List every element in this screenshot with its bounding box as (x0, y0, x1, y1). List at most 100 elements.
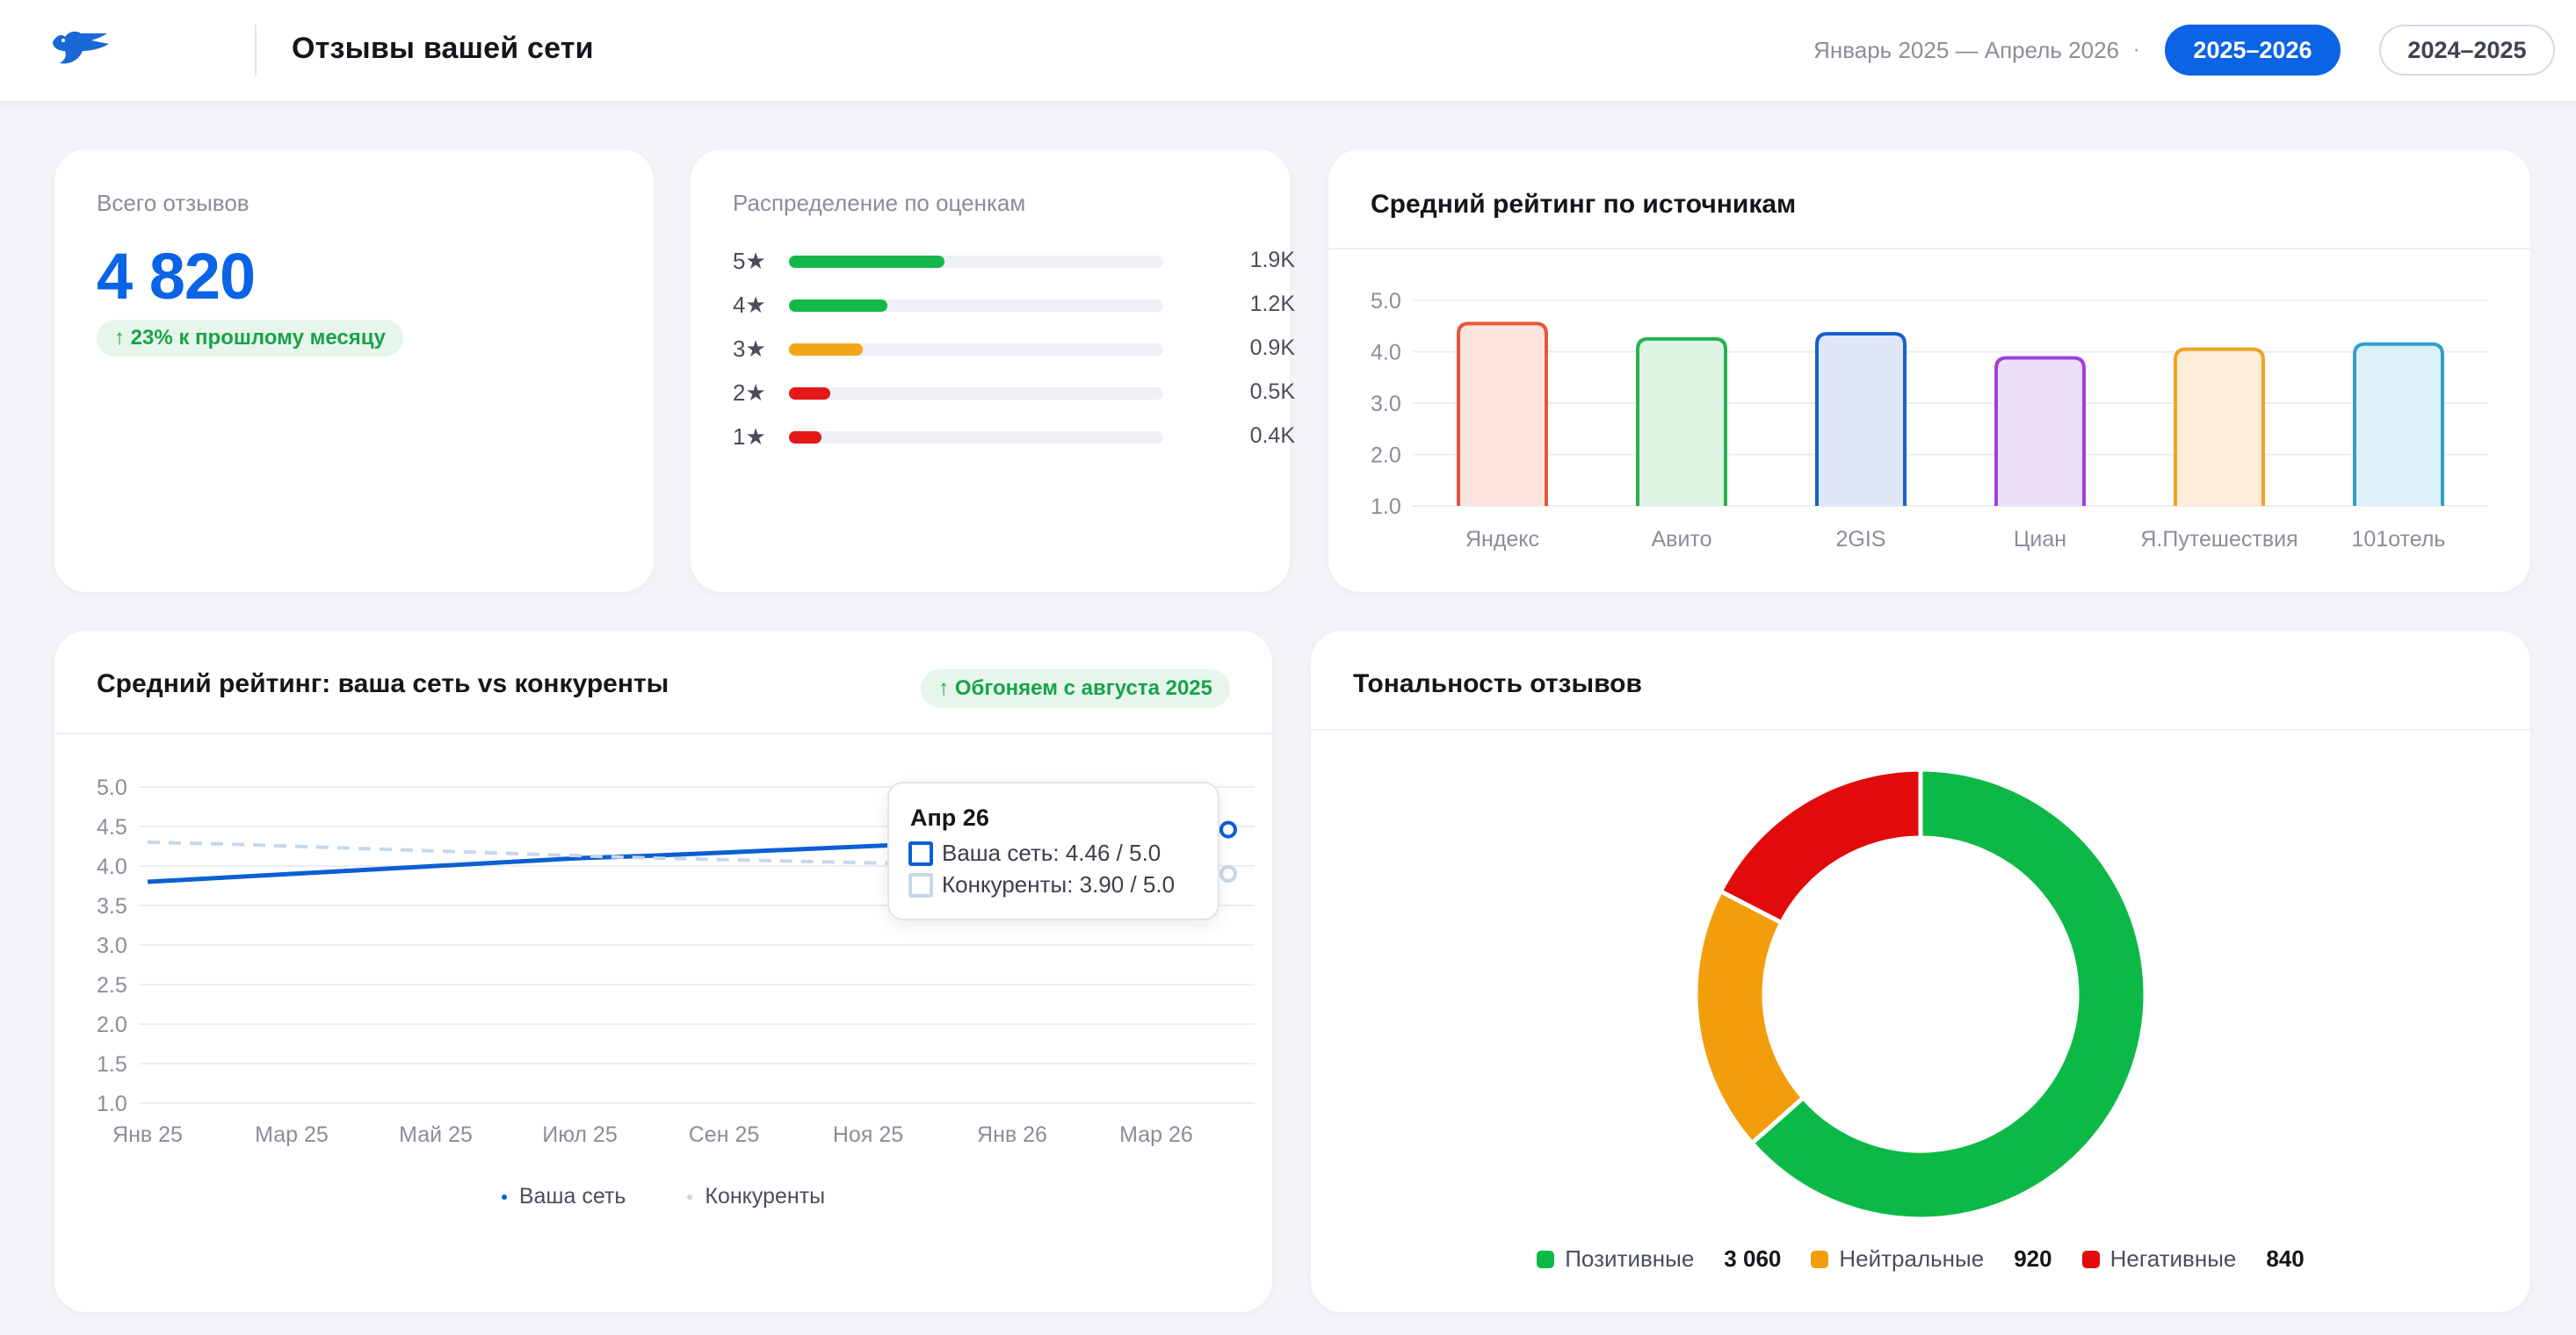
distribution-star-label: 2★ (733, 379, 766, 406)
legend-marker-network (501, 1194, 507, 1200)
competitors-series-point (1219, 865, 1237, 883)
legend-label-competitors: Конкуренты (705, 1184, 826, 1209)
distribution-bar-track (789, 343, 1163, 356)
tooltip-row-network: Ваша сеть: 4.46 / 5.0 (908, 840, 1161, 867)
bar (1994, 356, 2086, 506)
x-category-label: 2GIS (1836, 527, 1886, 552)
header-separator: · (2132, 35, 2140, 61)
legend-item-network[interactable]: Ваша сеть (501, 1184, 626, 1209)
distribution-count: 0.5K (1249, 379, 1295, 404)
legend-marker-competitors (687, 1194, 693, 1200)
distribution-bar-fill (789, 387, 830, 400)
distribution-bar-track (789, 387, 1163, 400)
donut-slice-positive (1748, 767, 2148, 1222)
y-tick-label: 1.5 (97, 1052, 127, 1077)
distribution-row: 5★ 1.9K (733, 248, 1295, 274)
distribution-bar-fill (789, 299, 887, 312)
bar (2353, 342, 2444, 506)
x-category-label: Я.Путешествия (2140, 527, 2297, 552)
distribution-row: 4★ 1.2K (733, 292, 1295, 318)
top-header: Отзывы вашей сети Январь 2025 — Апрель 2… (0, 0, 2576, 102)
distribution-bar-fill (789, 431, 822, 444)
distribution-star-label: 5★ (733, 248, 766, 274)
total-reviews-value: 4 820 (97, 240, 256, 313)
distribution-bar-fill (789, 343, 863, 356)
x-tick-label: Июл 25 (542, 1122, 618, 1147)
card-divider (1311, 729, 2530, 731)
x-tick-label: Мар 25 (255, 1122, 329, 1147)
legend-value-negative: 840 (2266, 1245, 2305, 1272)
distribution-label: Распределение по оценкам (733, 190, 1026, 216)
card-divider (54, 732, 1272, 734)
distribution-bar-track (789, 431, 1163, 444)
legend-item-neutral[interactable]: Нейтральные 920 (1811, 1245, 2052, 1273)
bar (1815, 332, 1907, 506)
card-divider (1328, 248, 2530, 249)
date-range-label: Январь 2025 — Апрель 2026 (1813, 37, 2119, 63)
rating-trend-card: Средний рейтинг: ваша сеть vs конкуренты… (54, 631, 1272, 1312)
legend-value-positive: 3 060 (1724, 1245, 1782, 1272)
sentiment-donut-chart (1693, 767, 2148, 1222)
distribution-star-label: 1★ (733, 423, 766, 450)
chart-tooltip: Апр 26 Ваша сеть: 4.46 / 5.0 Конкуренты:… (887, 782, 1219, 920)
distribution-bar-track (789, 256, 1163, 268)
trend-badge: ↑ Обгоняем с августа 2025 (921, 669, 1230, 708)
y-tick-label: 3.0 (97, 934, 127, 958)
distribution-row: 1★ 0.4K (733, 423, 1295, 450)
y-tick-label: 2.0 (97, 1013, 127, 1037)
y-tick-label: 3.5 (97, 894, 127, 919)
legend-swatch-negative (2081, 1250, 2100, 1268)
x-tick-label: Ноя 25 (833, 1122, 903, 1147)
y-tick-label: 3.0 (1371, 392, 1401, 416)
tooltip-row-competitors: Конкуренты: 3.90 / 5.0 (908, 871, 1175, 898)
period-button-2025-2026[interactable]: 2025–2026 (2165, 25, 2341, 76)
bar (1636, 336, 1727, 506)
distribution-star-label: 3★ (733, 336, 766, 362)
header-divider (255, 25, 257, 76)
tooltip-swatch-network (908, 841, 933, 866)
sentiment-title: Тональность отзывов (1353, 669, 1642, 698)
legend-label-positive: Позитивные (1565, 1245, 1695, 1272)
bar (1457, 321, 1548, 506)
x-category-label: 101отель (2352, 527, 2446, 552)
legend-label-negative: Негативные (2109, 1245, 2237, 1272)
y-tick-label: 2.0 (1371, 444, 1401, 468)
total-reviews-card: Всего отзывов 4 820 ↑ 23% к прошлому мес… (54, 149, 654, 592)
trend-legend: Ваша сеть Конкуренты (54, 1184, 1272, 1209)
distribution-count: 0.9K (1249, 336, 1295, 360)
tooltip-value-competitors: Конкуренты: 3.90 / 5.0 (942, 871, 1176, 898)
legend-value-neutral: 920 (2014, 1245, 2052, 1272)
distribution-row: 2★ 0.5K (733, 379, 1295, 406)
bird-logo-icon[interactable] (49, 25, 112, 74)
distribution-bar-track (789, 299, 1163, 312)
source-rating-title: Средний рейтинг по источникам (1371, 190, 1797, 219)
distribution-count: 1.9K (1249, 248, 1295, 272)
y-tick-label: 5.0 (97, 776, 127, 800)
sentiment-legend: Позитивные 3 060 Нейтральные 920 Негатив… (1311, 1245, 2530, 1273)
sentiment-card: Тональность отзывов Позитивные 3 060 Ней… (1311, 631, 2530, 1312)
distribution-count: 0.4K (1249, 423, 1295, 448)
legend-label-network: Ваша сеть (518, 1184, 626, 1209)
tooltip-title: Апр 26 (910, 805, 989, 831)
page-title: Отзывы вашей сети (292, 32, 594, 65)
y-tick-label: 4.5 (97, 815, 127, 840)
distribution-count: 1.2K (1249, 292, 1295, 316)
legend-label-neutral: Нейтральные (1839, 1245, 1985, 1272)
y-tick-label: 5.0 (1371, 289, 1401, 314)
legend-item-negative[interactable]: Негативные 840 (2081, 1245, 2305, 1273)
period-button-2024-2025[interactable]: 2024–2025 (2379, 25, 2555, 76)
x-category-label: Яндекс (1465, 527, 1539, 552)
x-tick-label: Мар 26 (1119, 1122, 1193, 1147)
x-category-label: Циан (2014, 527, 2066, 552)
trend-title: Средний рейтинг: ваша сеть vs конкуренты (97, 669, 669, 698)
x-tick-label: Янв 25 (112, 1122, 183, 1147)
x-tick-label: Янв 26 (977, 1122, 1047, 1147)
total-reviews-label: Всего отзывов (97, 190, 250, 216)
legend-item-positive[interactable]: Позитивные 3 060 (1537, 1245, 1781, 1273)
legend-item-competitors[interactable]: Конкуренты (687, 1184, 825, 1209)
y-tick-label: 2.5 (97, 973, 127, 998)
x-category-label: Авито (1652, 527, 1712, 552)
donut-slice-negative (1718, 767, 1923, 926)
competitors-series-line (147, 841, 1229, 876)
source-rating-card: Средний рейтинг по источникам 5.0 4.0 3.0 2… (1328, 149, 2530, 592)
